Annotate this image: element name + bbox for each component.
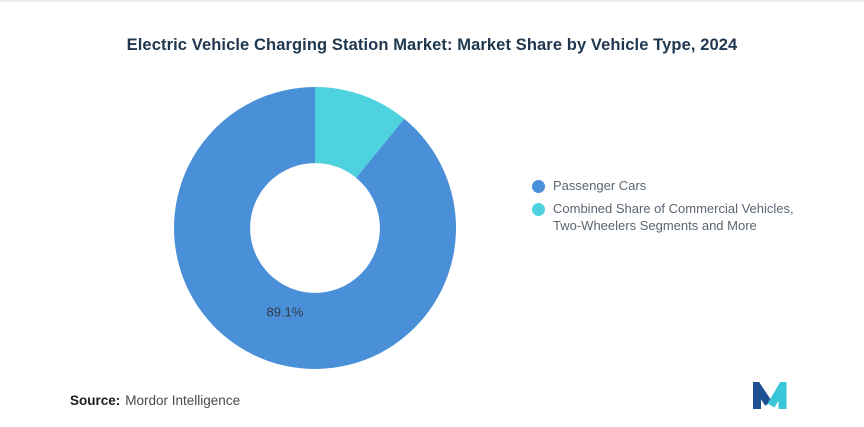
source-line: Source: Mordor Intelligence: [70, 393, 240, 408]
logo-left-stroke: [753, 382, 772, 409]
segment-value-label: 89.1%: [266, 304, 303, 319]
donut-chart: 89.1%: [174, 87, 457, 369]
legend-label: Combined Share of Commercial Vehicles, T…: [553, 200, 794, 233]
legend-swatch: [532, 180, 545, 193]
top-divider: [0, 0, 864, 2]
legend-swatch: [532, 202, 545, 216]
source-value: Mordor Intelligence: [125, 393, 241, 408]
donut-svg: 89.1%: [174, 87, 457, 369]
chart-title: Electric Vehicle Charging Station Market…: [126, 36, 738, 54]
legend-item-combined-share: Combined Share of Commercial Vehicles, T…: [532, 201, 801, 235]
mordor-intelligence-logo: [753, 382, 787, 409]
legend-item-passenger-cars: Passenger Cars: [532, 178, 801, 195]
donut-segment: [315, 87, 405, 178]
legend: Passenger Cars Combined Share of Commerc…: [532, 178, 801, 235]
legend-label: Passenger Cars: [553, 178, 647, 193]
donut-segment: [174, 87, 457, 369]
logo-right-stroke: [767, 382, 787, 409]
source-label: Source:: [70, 393, 121, 408]
